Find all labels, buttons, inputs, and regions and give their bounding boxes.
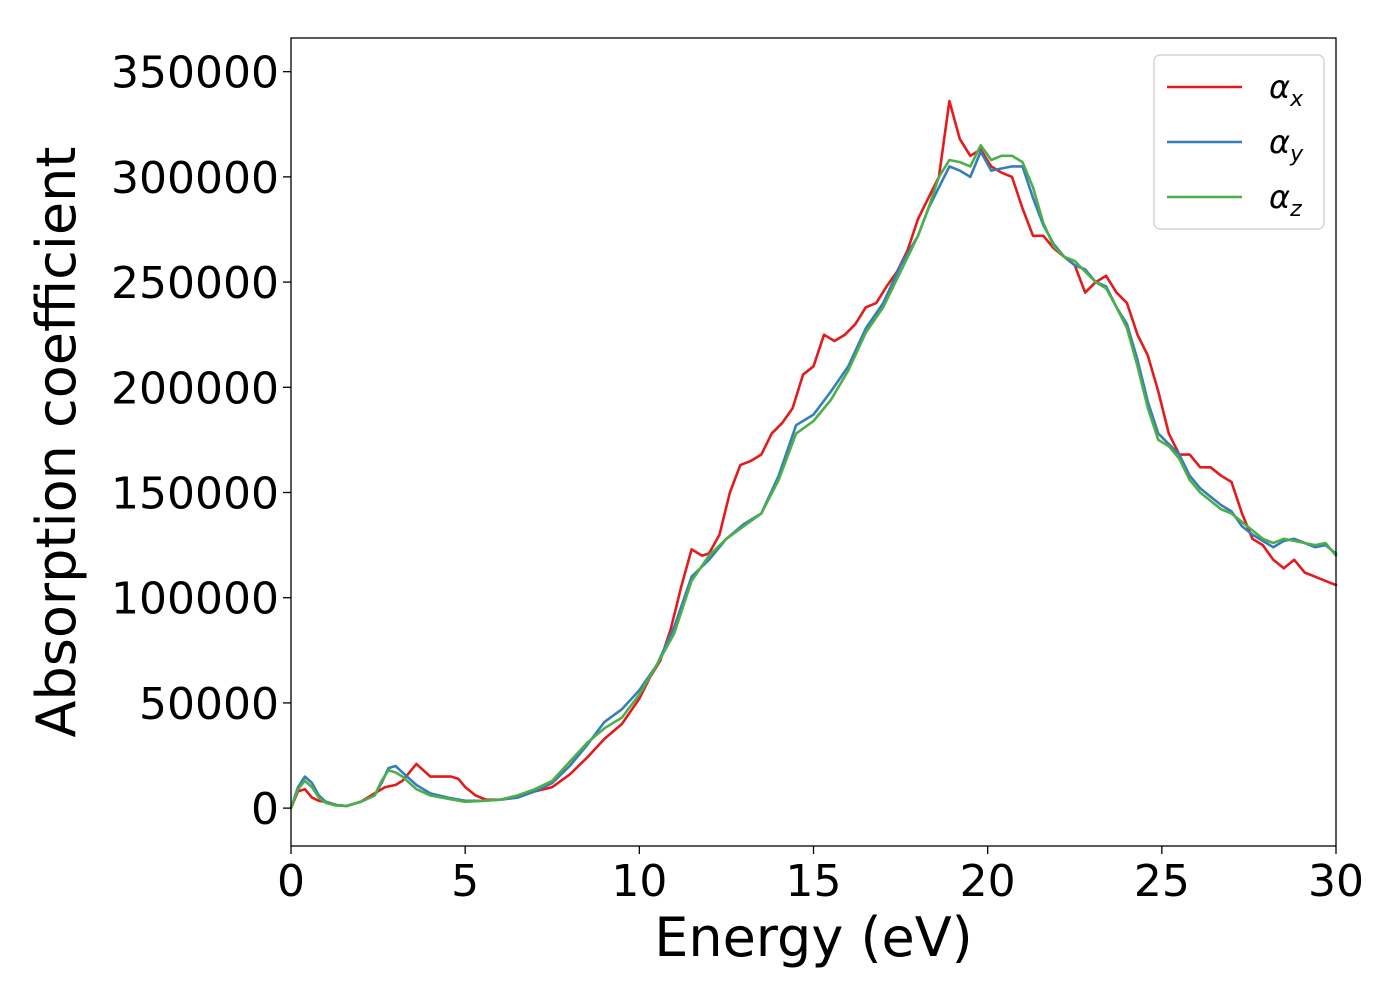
x-tick-label: 5 — [451, 856, 479, 907]
legend-label-y: αy — [1269, 123, 1304, 167]
legend-label-z: αz — [1269, 178, 1302, 222]
y-tick-label: 300000 — [111, 153, 279, 204]
y-axis: 0 50000 100000 150000 200000 250000 300000 3500… — [111, 48, 291, 835]
x-axis: 0 5 10 15 20 25 30 — [277, 846, 1364, 907]
legend-label-x: αx — [1269, 68, 1304, 112]
legend: αx αy αz — [1153, 54, 1325, 230]
series-line-y — [289, 150, 1338, 810]
x-tick-label: 30 — [1308, 856, 1364, 907]
y-tick-label: 100000 — [111, 574, 279, 625]
x-axis-title: Energy (eV) — [654, 906, 973, 969]
series-line-z — [289, 144, 1338, 810]
x-tick-label: 15 — [786, 856, 842, 907]
y-tick-label: 150000 — [111, 469, 279, 520]
series-line-x — [289, 99, 1338, 810]
x-tick-label: 0 — [277, 856, 305, 907]
plot-lines — [289, 99, 1338, 810]
y-tick-label: 0 — [251, 784, 279, 835]
x-tick-label: 10 — [611, 856, 667, 907]
x-tick-label: 20 — [960, 856, 1016, 907]
x-tick-label: 25 — [1134, 856, 1190, 907]
y-tick-label: 200000 — [111, 363, 279, 414]
y-tick-label: 50000 — [139, 679, 279, 730]
y-tick-label: 350000 — [111, 48, 279, 99]
y-axis-title: Absorption coefficient — [25, 147, 88, 738]
y-tick-label: 250000 — [111, 258, 279, 309]
